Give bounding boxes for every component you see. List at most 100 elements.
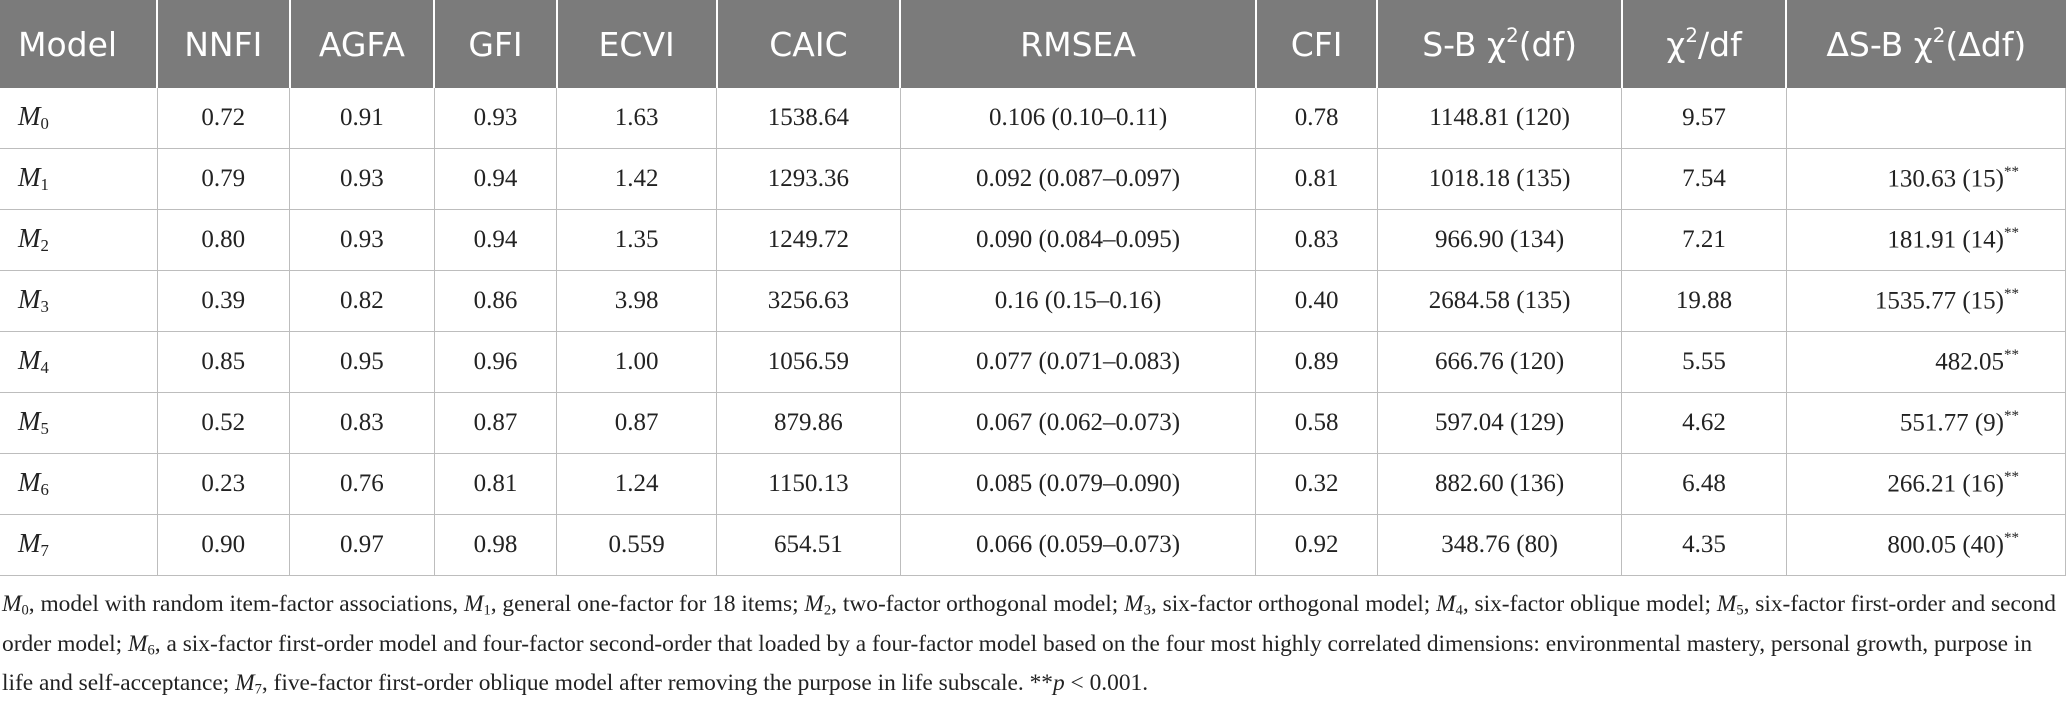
cell-agfa: 0.93 xyxy=(289,148,435,210)
cell-chidf: 7.21 xyxy=(1621,209,1787,271)
cell-sb: 966.90 (134) xyxy=(1376,209,1622,271)
cell-sb: 1018.18 (135) xyxy=(1376,148,1622,210)
cell-nnfi: 0.79 xyxy=(156,148,290,210)
cell-model: M2 xyxy=(0,209,157,271)
cell-rmsea: 0.092 (0.087–0.097) xyxy=(899,148,1256,210)
cell-chidf: 9.57 xyxy=(1621,88,1787,149)
cell-nnfi: 0.72 xyxy=(156,88,290,149)
cell-rmsea: 0.106 (0.10–0.11) xyxy=(899,88,1256,149)
significance-marker: ** xyxy=(2004,347,2019,364)
table-row: M3 0.39 0.82 0.86 3.98 3256.63 0.16 (0.15–0.16… xyxy=(0,270,2067,332)
cell-model: M6 xyxy=(0,453,157,515)
table-footnote: M0, model with random item-factor associ… xyxy=(2,591,2056,698)
cell-caic: 1538.64 xyxy=(716,88,901,149)
header-row: Model NNFI AGFA GFI ECVI CAIC RMSEA CFI … xyxy=(0,0,2066,88)
header-gfi: GFI xyxy=(433,0,557,88)
table-body: M0 0.72 0.91 0.93 1.63 1538.64 0.106 (0.10–0.1… xyxy=(0,88,2067,576)
cell-agfa: 0.91 xyxy=(289,88,435,149)
footnote-text: , six-factor first-order and second orde… xyxy=(2,591,2056,657)
header-ecvi: ECVI xyxy=(555,0,717,88)
header-rmsea: RMSEA xyxy=(899,0,1256,88)
header-chi2-df: χ2/df xyxy=(1620,0,1787,88)
cell-gfi: 0.94 xyxy=(433,209,557,271)
significance-marker: ** xyxy=(2004,164,2019,181)
cell-sb: 882.60 (136) xyxy=(1376,453,1622,515)
cell-cfi: 0.92 xyxy=(1255,514,1378,576)
cell-nnfi: 0.23 xyxy=(156,453,290,515)
significance-marker: ** xyxy=(2004,408,2019,425)
header-sb-chi2: S-B χ2(df) xyxy=(1376,0,1622,88)
cell-nnfi: 0.39 xyxy=(156,270,290,332)
cell-chidf: 19.88 xyxy=(1621,270,1787,332)
table-row: M0 0.72 0.91 0.93 1.63 1538.64 0.106 (0.10–0.1… xyxy=(0,88,2067,149)
footnote-text: , six-factor oblique model; xyxy=(1462,591,1717,617)
cell-delta-sb-chi2 xyxy=(1785,88,2067,149)
cell-agfa: 0.83 xyxy=(289,392,435,454)
cell-gfi: 0.81 xyxy=(433,453,557,515)
footnote-model-symbol: M xyxy=(2,591,22,617)
cell-ecvi: 0.87 xyxy=(556,392,717,454)
cell-nnfi: 0.85 xyxy=(156,331,290,393)
footnote-model-symbol: M xyxy=(1716,591,1737,617)
cell-sb: 666.76 (120) xyxy=(1376,331,1622,393)
fit-indices-table: Model NNFI AGFA GFI ECVI CAIC RMSEA CFI … xyxy=(0,0,2067,576)
cell-ecvi: 1.63 xyxy=(556,88,717,149)
cell-rmsea: 0.067 (0.062–0.073) xyxy=(899,392,1256,454)
cell-delta-sb-chi2: 130.63 (15)** xyxy=(1785,148,2067,210)
cell-gfi: 0.98 xyxy=(433,514,557,576)
footnote-text: , general one-factor for 18 items; xyxy=(490,591,805,617)
footnote-text: , model with random item-factor associat… xyxy=(28,591,464,617)
cell-cfi: 0.32 xyxy=(1255,453,1378,515)
significance-marker: ** xyxy=(2004,469,2019,486)
table-row: M7 0.90 0.97 0.98 0.559 654.51 0.066 (0.059–0.… xyxy=(0,514,2067,576)
header-cfi: CFI xyxy=(1254,0,1378,88)
cell-ecvi: 1.00 xyxy=(556,331,717,393)
table-row: M4 0.85 0.95 0.96 1.00 1056.59 0.077 (0.071–0.… xyxy=(0,331,2067,393)
cell-gfi: 0.87 xyxy=(433,392,557,454)
cell-gfi: 0.96 xyxy=(433,331,557,393)
cell-rmsea: 0.16 (0.15–0.16) xyxy=(899,270,1256,332)
cell-model: M0 xyxy=(0,88,157,149)
cell-caic: 879.86 xyxy=(716,392,901,454)
cell-delta-sb-chi2: 800.05 (40)** xyxy=(1785,514,2067,576)
cell-nnfi: 0.52 xyxy=(156,392,290,454)
cell-chidf: 4.35 xyxy=(1621,514,1787,576)
cell-chidf: 5.55 xyxy=(1621,331,1787,393)
cell-rmsea: 0.085 (0.079–0.090) xyxy=(899,453,1256,515)
significance-marker: ** xyxy=(2004,286,2019,303)
cell-model: M4 xyxy=(0,331,157,393)
cell-gfi: 0.93 xyxy=(433,88,557,149)
header-model: Model xyxy=(0,0,157,88)
cell-delta-sb-chi2: 1535.77 (15)** xyxy=(1785,270,2067,332)
cell-rmsea: 0.077 (0.071–0.083) xyxy=(899,331,1256,393)
cell-model: M7 xyxy=(0,514,157,576)
cell-model: M5 xyxy=(0,392,157,454)
cell-sb: 597.04 (129) xyxy=(1376,392,1622,454)
footnote-text: , five-factor first-order oblique model … xyxy=(261,670,1030,697)
table-row: M2 0.80 0.93 0.94 1.35 1249.72 0.090 (0.084–0.… xyxy=(0,209,2067,271)
cell-chidf: 6.48 xyxy=(1621,453,1787,515)
cell-model: M3 xyxy=(0,270,157,332)
cell-caic: 1293.36 xyxy=(716,148,901,210)
cell-caic: 1056.59 xyxy=(716,331,901,393)
cell-caic: 3256.63 xyxy=(716,270,901,332)
cell-agfa: 0.93 xyxy=(289,209,435,271)
cell-agfa: 0.82 xyxy=(289,270,435,332)
cell-ecvi: 0.559 xyxy=(556,514,717,576)
cell-gfi: 0.94 xyxy=(433,148,557,210)
significance-marker: ** xyxy=(2004,530,2019,547)
cell-caic: 1249.72 xyxy=(716,209,901,271)
footnote-model-symbol: M xyxy=(804,591,824,617)
cell-agfa: 0.97 xyxy=(289,514,435,576)
footnote-model-symbol: M xyxy=(1124,591,1144,617)
significance-marker: ** xyxy=(2004,225,2019,242)
cell-cfi: 0.78 xyxy=(1255,88,1378,149)
cell-delta-sb-chi2: 551.77 (9)** xyxy=(1785,392,2067,454)
cell-sb: 348.76 (80) xyxy=(1376,514,1622,576)
table-row: M1 0.79 0.93 0.94 1.42 1293.36 0.092 (0.087–0.… xyxy=(0,148,2067,210)
cell-ecvi: 1.42 xyxy=(556,148,717,210)
cell-delta-sb-chi2: 266.21 (16)** xyxy=(1785,453,2067,515)
header-nnfi: NNFI xyxy=(156,0,290,88)
cell-nnfi: 0.90 xyxy=(156,514,290,576)
